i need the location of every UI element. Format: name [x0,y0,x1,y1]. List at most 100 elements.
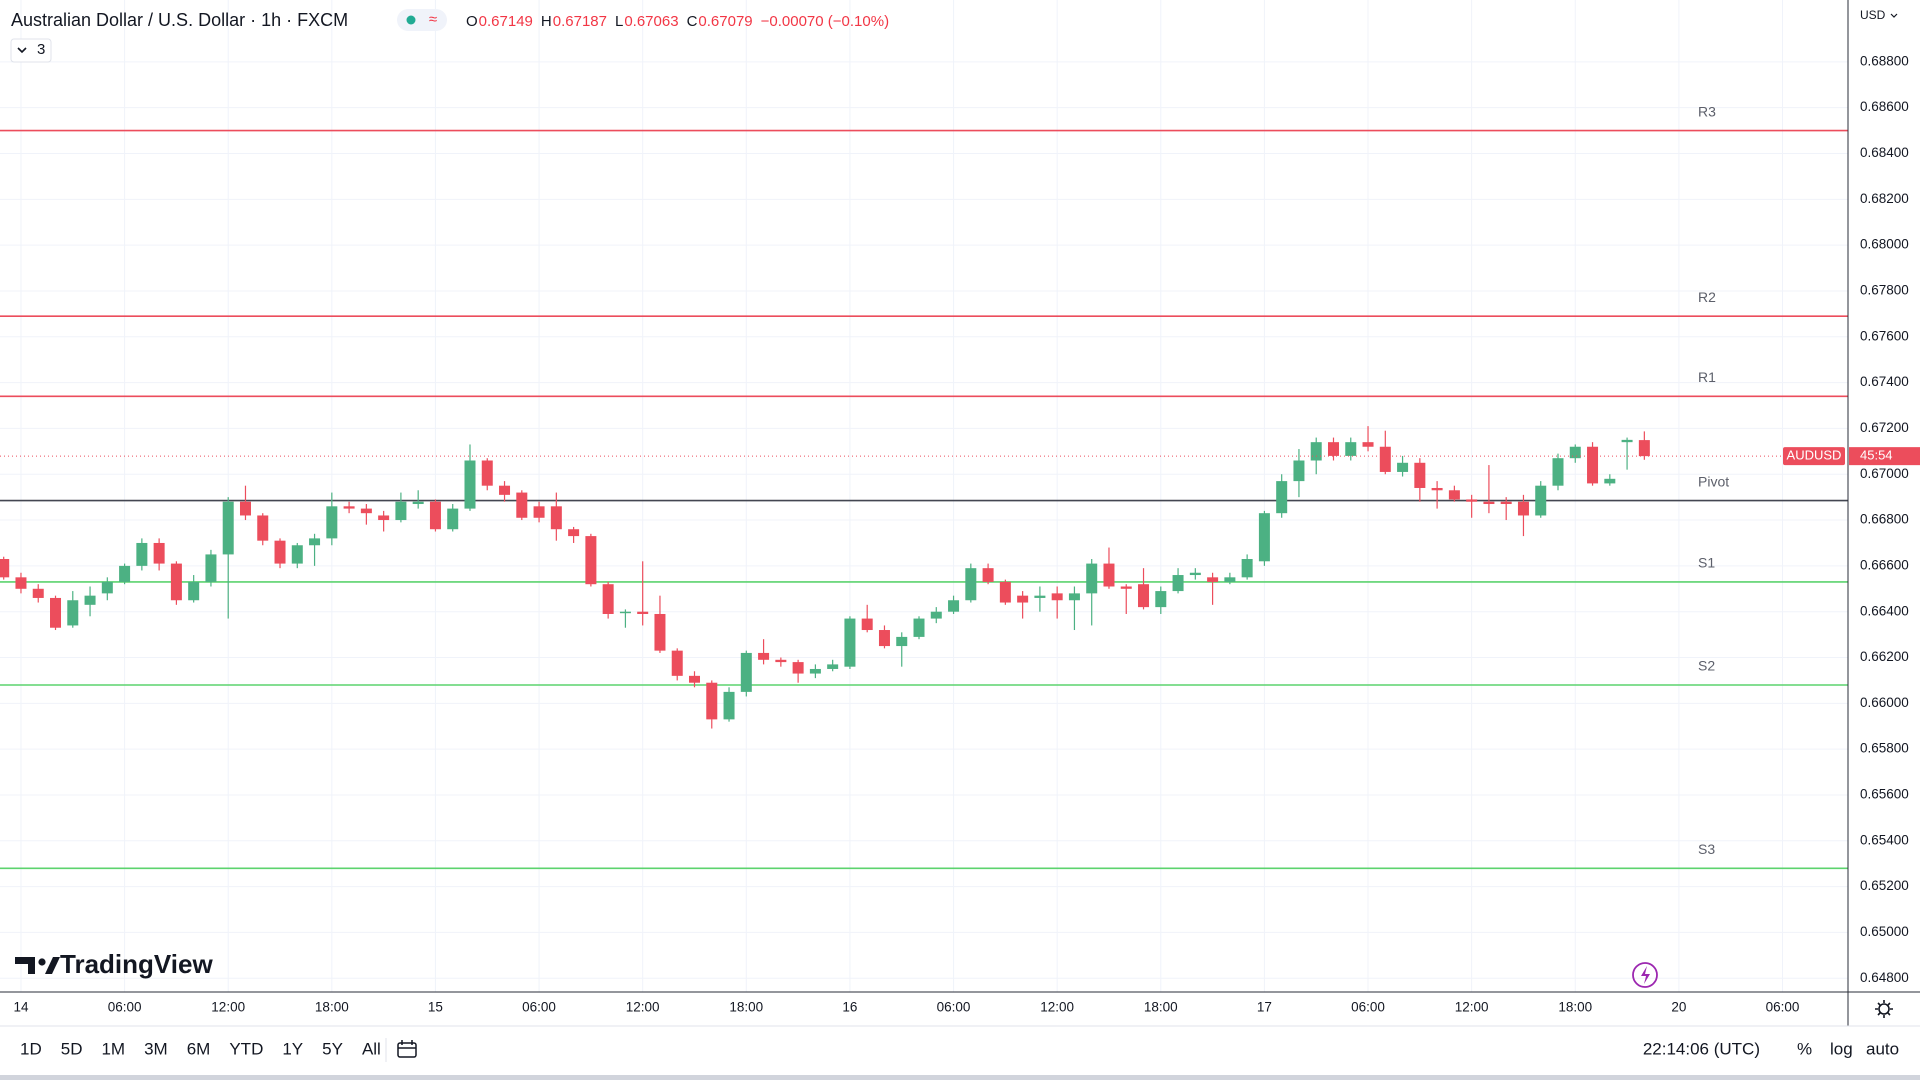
range-button[interactable]: 5D [61,1039,83,1058]
candle-body [360,508,372,514]
time-axis: 14 06:00 12:00 18:00 15 06:00 12:00 18:00 16 06:0… [13,1000,1799,1015]
currency-caret [1890,13,1898,18]
bottom-toolbar: 1D 5D 1M 3M 6M YTD 1Y 5Y All% log auto [20,1039,1899,1058]
candle-body [585,536,597,585]
candle-body [1379,446,1391,472]
range-button[interactable]: 1Y [282,1039,303,1058]
level-label: S1 [1698,555,1715,571]
y-tick-label: 0.67400 [1860,374,1909,389]
candle-body [0,559,10,578]
candle-body [1103,563,1115,587]
y-tick-label: 0.64800 [1860,970,1909,985]
candle-body [239,501,251,516]
candle-body [861,618,873,631]
ohlc-value: 0.67063 [624,13,678,30]
x-tick-label: 06:00 [108,1000,142,1015]
candle-body [1017,595,1029,603]
settings-gear[interactable] [1875,1000,1893,1018]
candle-body [1293,460,1305,482]
range-button[interactable]: All [362,1039,381,1058]
scale-option[interactable]: log [1830,1039,1853,1058]
candle-body [619,611,631,614]
candle-body [516,492,528,518]
x-tick-label: 06:00 [1351,1000,1385,1015]
candle-body [447,508,459,530]
candle-body [1431,487,1443,491]
candle-body [930,611,942,619]
range-button[interactable]: 5Y [322,1039,343,1058]
candle-body [429,501,441,530]
currency-label[interactable]: USD [1860,8,1886,22]
candle-body [1569,446,1581,459]
range-button[interactable]: 3M [144,1039,168,1058]
candle-body [1086,563,1098,594]
ohlc-key: H [541,13,552,30]
candle-body [378,515,390,521]
y-tick-label: 0.68600 [1860,99,1909,114]
range-button[interactable]: 1M [101,1039,125,1058]
range-button[interactable]: YTD [229,1039,263,1058]
candle-body [827,664,839,669]
y-tick-label: 0.65200 [1860,878,1909,893]
candle-body [205,554,217,582]
ohlc-key: O [466,13,478,30]
y-tick-label: 0.66600 [1860,557,1909,572]
bottom-strip [0,1075,1920,1080]
symbol-tag: AUDUSD [1787,448,1842,463]
candle-body [1345,442,1357,456]
candle-body [1051,593,1063,601]
candle-body [1552,458,1564,486]
level-label: S3 [1698,841,1715,857]
y-tick-label: 0.66000 [1860,695,1909,710]
candle-body [1034,595,1046,598]
candle-body [689,675,700,683]
candle-body [170,563,182,601]
y-tick-label: 0.67800 [1860,283,1909,298]
range-button[interactable]: 6M [187,1039,211,1058]
candle-body [1517,501,1529,516]
candle-body [1310,442,1322,461]
scale-option[interactable]: auto [1866,1039,1899,1058]
candle-body [1224,577,1236,582]
candle-body [1241,559,1253,578]
candle-body [792,662,804,674]
scale-option[interactable]: % [1797,1039,1812,1058]
date-range-icon[interactable] [397,1040,417,1058]
candle-body [119,565,131,582]
candle-body [878,630,890,647]
level-label: Pivot [1698,473,1729,489]
candles [0,426,1848,729]
lightning-button[interactable] [1632,962,1658,988]
y-tick-label: 0.68000 [1860,237,1909,252]
candle-body [84,595,96,605]
candle-body [343,506,355,509]
candle-body [1638,440,1650,457]
candle-body [533,506,545,518]
symbol-title: Australian Dollar / U.S. Dollar · 1h · F… [11,10,348,30]
candle-body [671,650,683,676]
candle-body [1120,586,1132,589]
y-tick-label: 0.66800 [1860,512,1909,527]
candle-body [1587,446,1599,484]
indicators-toggle[interactable]: 3 [10,38,52,63]
candle-body [982,568,994,582]
clock[interactable]: 22:14:06 (UTC) [1643,1039,1760,1058]
candle-body [602,584,614,614]
candle-body [999,581,1011,603]
y-tick-label: 0.65000 [1860,924,1909,939]
candle-body [1397,462,1409,472]
grid [0,0,1848,992]
x-tick-label: 17 [1257,1000,1272,1015]
candle-body [1138,584,1150,608]
x-tick-label: 18:00 [729,1000,763,1015]
y-tick-label: 0.67000 [1860,466,1909,481]
range-button[interactable]: 1D [20,1039,42,1058]
y-tick-label: 0.65600 [1860,787,1909,802]
candle-body [153,542,165,564]
status-pill[interactable]: ≈ [397,9,447,31]
ohlc-key: L [615,13,623,30]
y-tick-label: 0.68400 [1860,145,1909,160]
symbol-tag-bg [1783,447,1845,466]
